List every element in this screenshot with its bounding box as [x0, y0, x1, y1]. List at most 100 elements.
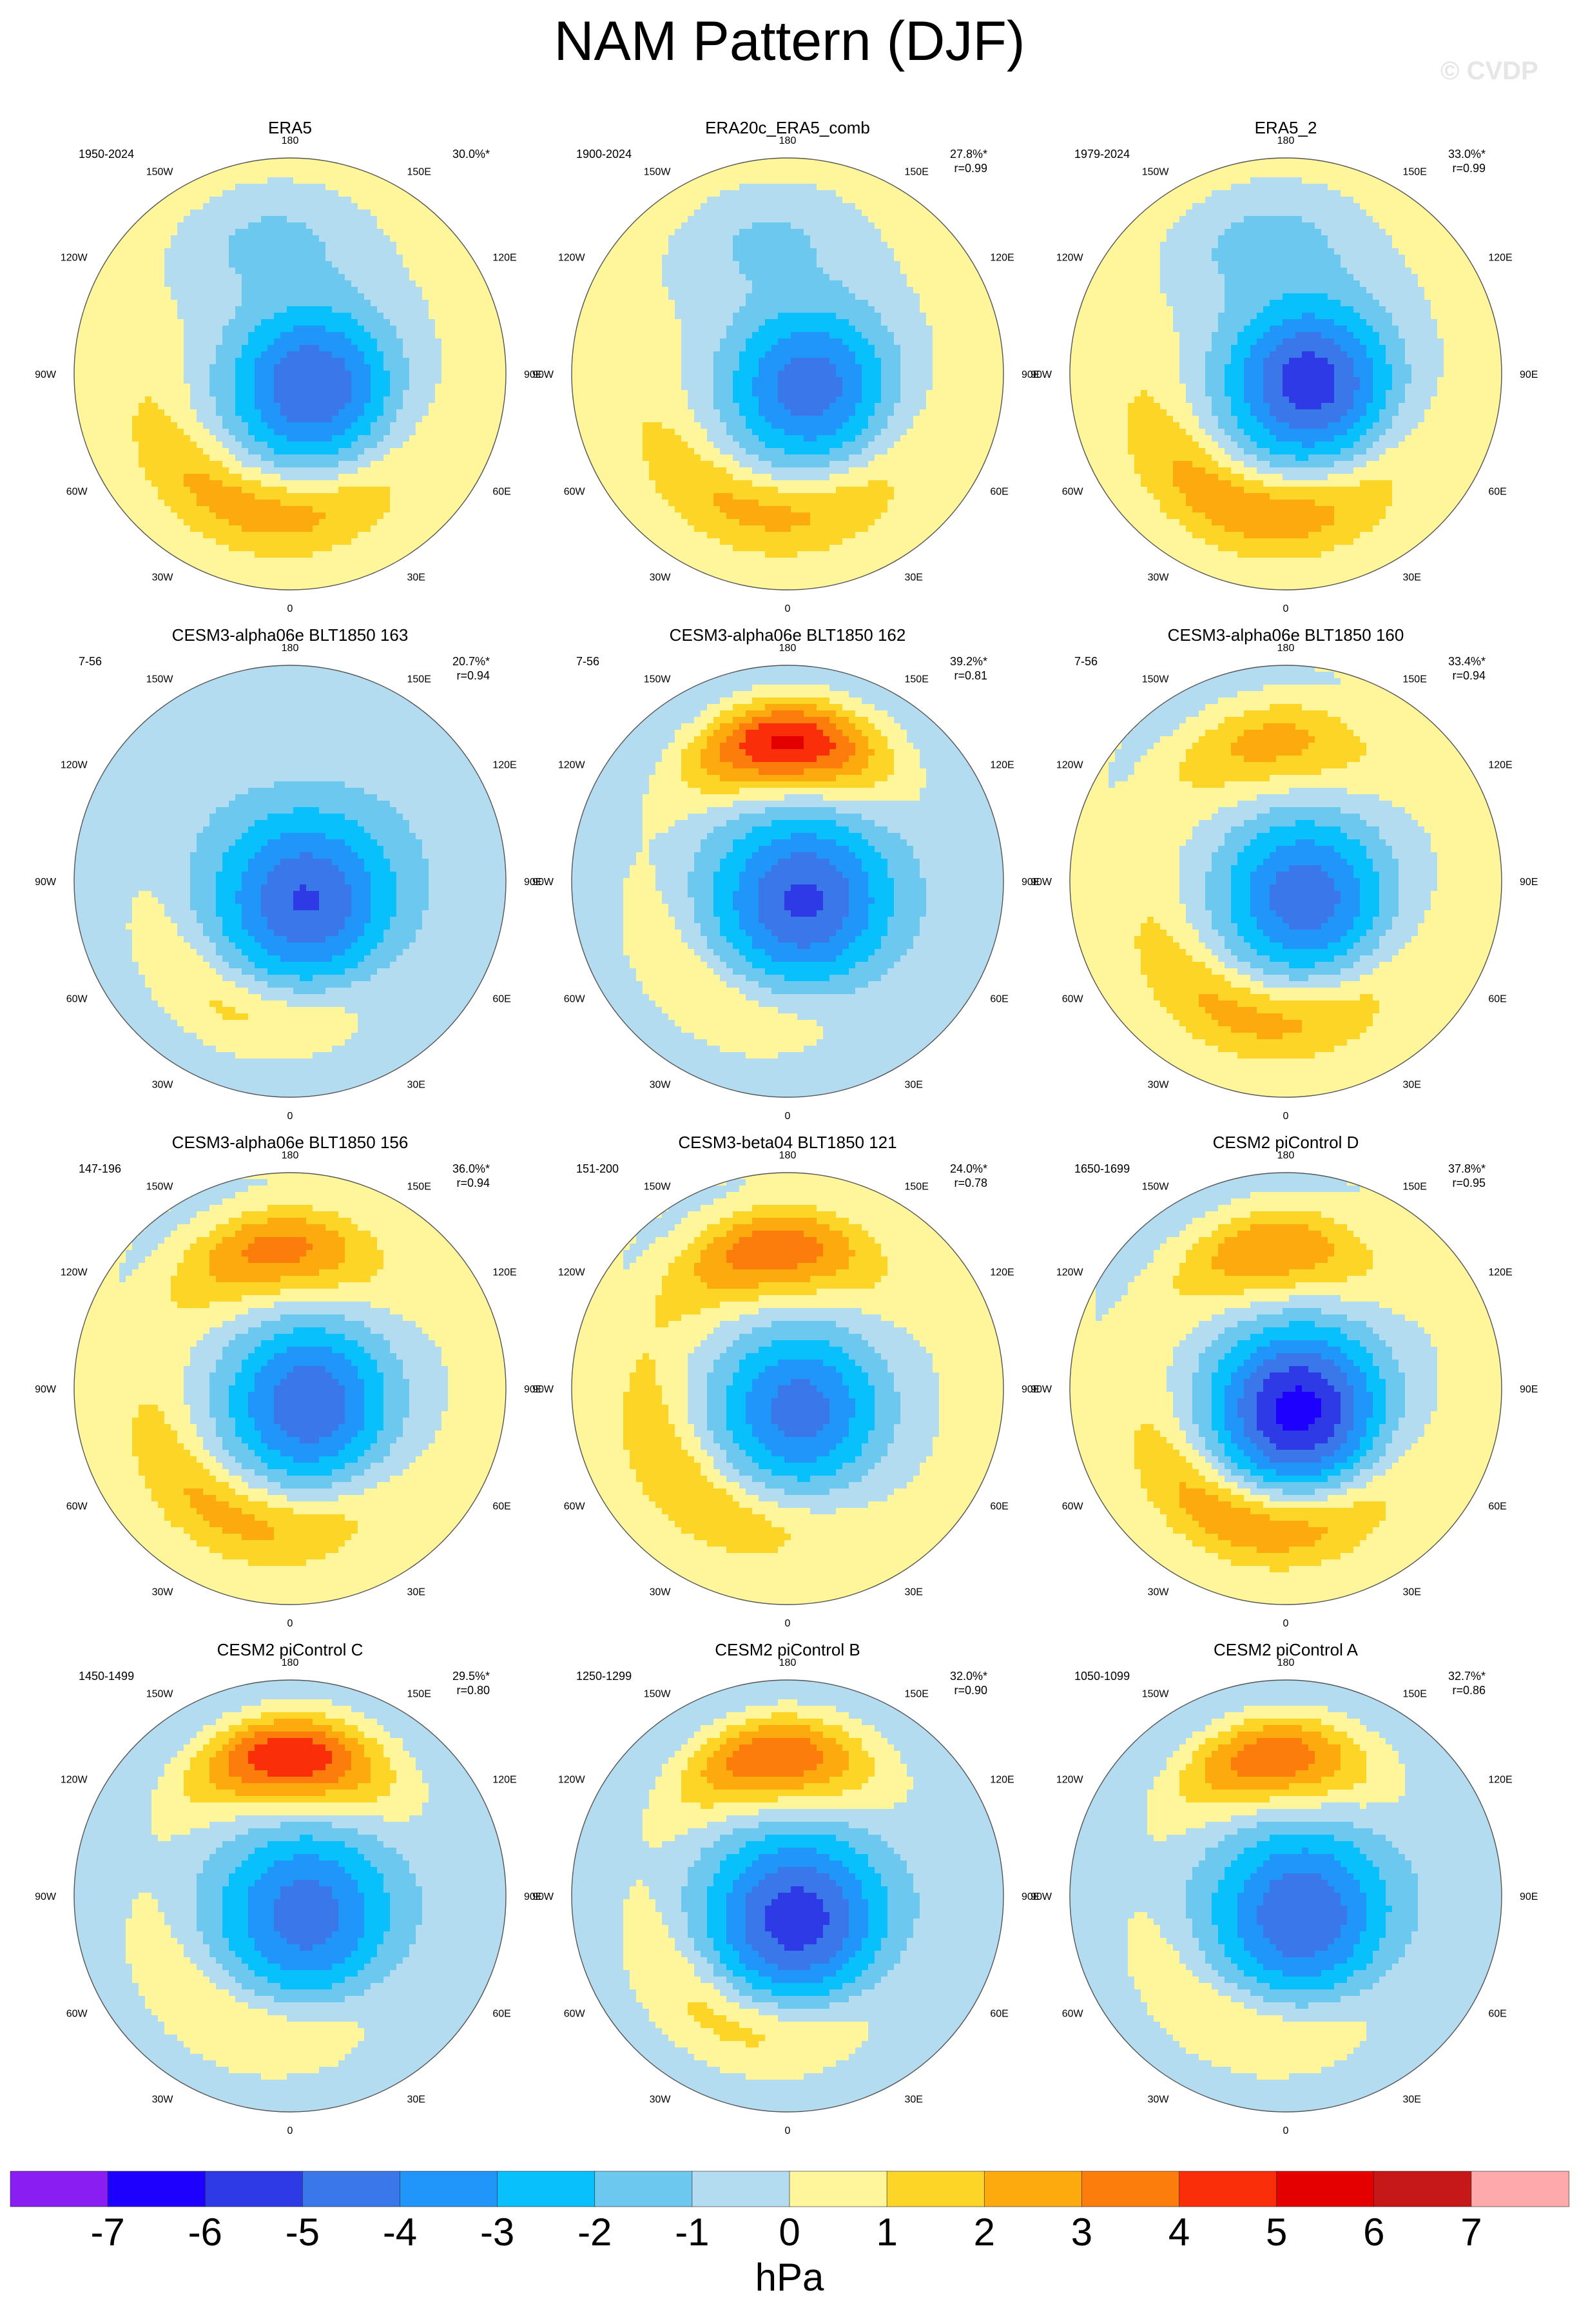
field-cell [435, 435, 442, 442]
field-cell [184, 287, 191, 294]
field-cell [358, 448, 365, 455]
field-cell [441, 493, 449, 500]
field-cell [164, 351, 171, 358]
field-cell [126, 551, 133, 558]
field-cell [222, 422, 229, 429]
field-cell [461, 571, 468, 578]
field-cell [746, 164, 753, 171]
field-cell [338, 313, 345, 320]
field-cell [177, 513, 184, 520]
field-cell [441, 532, 449, 539]
field-cell [752, 164, 759, 171]
field-cell [151, 313, 159, 320]
field-cell [106, 558, 113, 565]
field-cell [319, 332, 326, 339]
field-cell [242, 319, 249, 326]
field-cell [139, 358, 146, 365]
field-cell [145, 500, 152, 507]
field-cell [325, 300, 333, 307]
field-cell [965, 190, 972, 197]
field-cell [222, 493, 229, 500]
field-cell [158, 345, 165, 352]
field-cell [493, 384, 500, 391]
field-cell [235, 513, 242, 520]
field-cell [190, 364, 197, 371]
field-cell [306, 506, 313, 513]
field-cell [229, 358, 236, 365]
field-cell [487, 300, 494, 307]
field-cell [441, 171, 449, 178]
field-cell [383, 390, 391, 397]
field-cell [403, 467, 410, 474]
field-cell [132, 210, 139, 217]
field-cell [229, 210, 236, 217]
field-cell [383, 551, 391, 558]
field-cell [229, 384, 236, 391]
field-cell [306, 571, 313, 578]
field-cell [965, 184, 972, 191]
field-cell [377, 158, 384, 165]
field-cell [765, 164, 772, 171]
field-cell [184, 158, 191, 165]
field-cell [93, 197, 101, 204]
field-cell [235, 577, 242, 584]
field-cell [93, 300, 101, 307]
field-cell [668, 190, 675, 197]
field-cell [139, 190, 146, 197]
field-cell [435, 448, 442, 455]
field-cell [145, 184, 152, 191]
field-cell [313, 442, 320, 449]
field-cell [119, 390, 126, 397]
field-cell [267, 345, 275, 352]
field-cell [377, 583, 384, 590]
field-cell [377, 319, 384, 326]
field-cell [203, 274, 210, 281]
field-cell [209, 480, 217, 487]
field-cell [139, 390, 146, 397]
field-cell [93, 525, 101, 532]
field-cell [139, 384, 146, 391]
field-cell [668, 197, 675, 204]
field-cell [242, 197, 249, 204]
field-cell [184, 442, 191, 449]
field-cell [242, 364, 249, 371]
field-cell [151, 422, 159, 429]
field-cell [351, 403, 358, 410]
field-cell [454, 474, 461, 481]
field-cell [171, 513, 178, 520]
field-cell [287, 248, 294, 255]
field-cell [325, 313, 333, 320]
field-cell [113, 216, 120, 223]
field-cell [383, 358, 391, 365]
field-cell [383, 274, 391, 281]
field-cell [306, 558, 313, 565]
field-cell [74, 197, 81, 204]
field-cell [222, 435, 229, 442]
field-cell [267, 210, 275, 217]
field-cell [113, 577, 120, 584]
field-cell [429, 222, 436, 229]
field-cell [467, 371, 474, 378]
field-cell [900, 197, 907, 204]
field-cell [280, 164, 287, 171]
field-cell [383, 506, 391, 513]
field-cell [203, 513, 210, 520]
field-cell [145, 158, 152, 165]
field-cell [119, 409, 126, 416]
field-cell [493, 229, 500, 236]
field-cell [364, 216, 371, 223]
field-cell [261, 274, 268, 281]
field-cell [461, 313, 468, 320]
field-cell [81, 377, 88, 384]
field-cell [351, 255, 358, 262]
field-cell [126, 190, 133, 197]
field-cell [572, 203, 579, 210]
field-cell [461, 338, 468, 346]
field-cell [267, 203, 275, 210]
field-cell [416, 429, 423, 436]
field-cell [229, 184, 236, 191]
field-cell [351, 532, 358, 539]
field-cell [306, 306, 313, 313]
field-cell [100, 384, 107, 391]
field-cell [280, 332, 287, 339]
